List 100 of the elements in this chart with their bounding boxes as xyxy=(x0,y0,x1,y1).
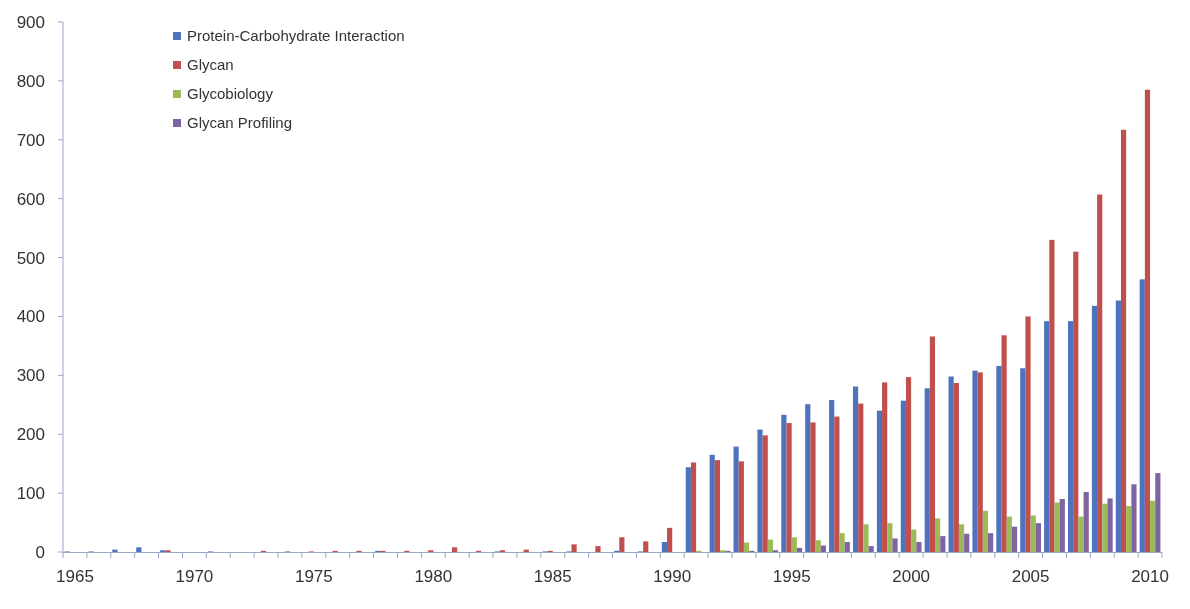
bar xyxy=(1097,194,1103,552)
bar xyxy=(852,386,859,552)
bar xyxy=(452,547,458,552)
y-tick-label: 600 xyxy=(16,189,45,209)
bar xyxy=(571,544,577,552)
x-tick-label: 2005 xyxy=(1011,567,1050,586)
bar xyxy=(767,539,773,552)
bar xyxy=(810,422,816,552)
y-tick-label: 800 xyxy=(16,71,45,91)
bar xyxy=(844,541,850,552)
bar xyxy=(882,382,888,552)
bar xyxy=(900,400,906,552)
bar xyxy=(1083,491,1089,552)
bar xyxy=(1131,484,1137,552)
bar xyxy=(982,510,989,552)
bar xyxy=(685,467,691,552)
bar xyxy=(1073,251,1079,552)
legend-label: Glycan Profiling xyxy=(187,114,293,132)
bar xyxy=(1150,500,1156,552)
bar xyxy=(661,541,668,552)
bar xyxy=(1059,499,1065,552)
y-tick-label: 700 xyxy=(16,130,45,150)
bar xyxy=(1035,523,1041,552)
x-tick-label: 1980 xyxy=(414,567,453,586)
bar xyxy=(858,403,864,552)
bar xyxy=(643,541,649,552)
y-tick-label: 0 xyxy=(35,542,45,562)
bar xyxy=(1091,305,1098,552)
bar xyxy=(1078,516,1084,552)
bar xyxy=(916,541,922,552)
bar xyxy=(1115,300,1121,552)
bar xyxy=(815,540,821,552)
bar xyxy=(1020,368,1026,552)
bar xyxy=(733,446,739,552)
y-tick-label: 100 xyxy=(16,484,45,504)
bar xyxy=(595,546,601,552)
bar xyxy=(1049,239,1055,552)
bar xyxy=(868,546,874,552)
y-tick-label: 500 xyxy=(16,248,45,268)
legend-label: Protein-Carbohydrate Interaction xyxy=(187,27,405,45)
bar xyxy=(1120,129,1127,552)
bar xyxy=(781,414,787,552)
bar xyxy=(1025,316,1031,552)
bar xyxy=(953,382,959,552)
bar xyxy=(709,454,715,552)
bar xyxy=(958,524,965,552)
legend-label: Glycobiology xyxy=(187,85,274,103)
y-tick-label: 300 xyxy=(16,366,45,386)
bar xyxy=(690,462,697,552)
bar xyxy=(1139,279,1145,552)
bar xyxy=(1054,502,1060,552)
y-tick-label: 900 xyxy=(16,12,45,32)
bar xyxy=(892,538,898,552)
bar xyxy=(136,547,142,552)
bar xyxy=(863,524,869,552)
bar xyxy=(935,518,941,552)
bar xyxy=(796,547,803,552)
bar xyxy=(876,410,883,552)
bar xyxy=(743,542,750,552)
bar xyxy=(940,536,946,552)
bar xyxy=(1011,526,1018,552)
x-tick-label: 1985 xyxy=(533,567,572,586)
x-tick-label: 1975 xyxy=(294,567,333,586)
bar xyxy=(924,388,930,552)
x-tick-label: 1990 xyxy=(653,567,692,586)
bar xyxy=(714,460,721,552)
bar xyxy=(1067,321,1074,552)
y-tick-label: 200 xyxy=(16,425,45,445)
bar xyxy=(972,370,978,552)
bar xyxy=(829,400,835,552)
bar xyxy=(1155,473,1161,552)
bar xyxy=(977,372,983,552)
x-tick-label: 1965 xyxy=(56,567,94,586)
bar xyxy=(1107,498,1113,552)
bar xyxy=(834,416,840,552)
bar xyxy=(996,365,1002,552)
bar xyxy=(619,537,625,552)
bar xyxy=(911,529,917,552)
bar xyxy=(738,461,744,552)
bar xyxy=(1126,506,1132,552)
bar xyxy=(1001,335,1007,552)
bar xyxy=(791,537,797,552)
x-tick-label: 2000 xyxy=(892,567,931,586)
y-tick-label: 400 xyxy=(16,307,45,327)
bar xyxy=(757,429,763,552)
bar xyxy=(762,435,768,552)
bar xyxy=(667,527,673,552)
legend-label: Glycan xyxy=(187,56,234,74)
x-tick-label: 1970 xyxy=(175,567,214,586)
bar xyxy=(887,523,893,552)
bar xyxy=(929,336,936,552)
bar xyxy=(112,549,118,552)
bar xyxy=(905,377,912,552)
bar xyxy=(1102,503,1108,552)
x-tick-label: 1995 xyxy=(772,567,811,586)
bar xyxy=(1044,321,1050,552)
bar xyxy=(948,376,954,552)
bar xyxy=(839,533,845,552)
bar xyxy=(1030,515,1036,552)
bar xyxy=(988,533,994,552)
